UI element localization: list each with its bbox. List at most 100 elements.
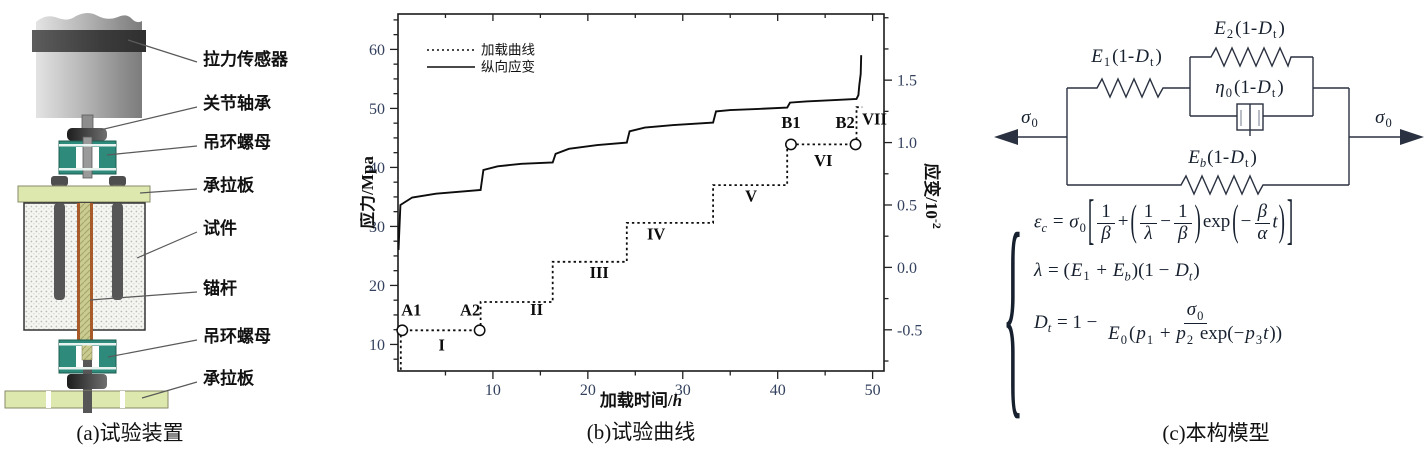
marker-A2 [473,324,486,337]
equation-lambda: λ = (E1 + Eb)(1 − Dt) [1034,260,1418,284]
math-subscript: 1 [1083,269,1090,284]
math-token: E [1188,146,1200,168]
caption-a: (a)试验装置 [76,421,184,445]
math-token: β [1257,201,1268,222]
stage-label-VI: VI [814,151,832,170]
equation-damage: Dt = 1 − σ0 E0 (p1 + p2 exp(−p3t)) [1034,300,1418,347]
tick-label: 20 [580,382,596,399]
component-label: 吊环螺母 [203,133,271,152]
math-token: E [1108,323,1120,345]
stage-label-VII: VII [862,109,887,128]
tick-label: -0.5 [897,322,922,339]
math-token: p [1245,323,1255,345]
math-token: ) [1278,17,1285,39]
math-token: α [1257,222,1268,244]
math-token: 1 [1101,201,1111,222]
math-token: ( [1130,197,1137,247]
math-subscript: t [1272,27,1277,42]
sensor-cylinder [36,13,142,118]
plot-frame [397,13,885,372]
math-fraction: σ0 E0 (p1 + p2 exp(−p3t)) [1105,300,1286,347]
marker-B2 [849,138,862,151]
math-token: η [1215,76,1225,98]
spring-eb [1175,174,1270,196]
math-subscript: 0 [1031,116,1038,131]
math-subscript: 0 [1079,220,1086,235]
legend-label: 纵向应变 [481,59,535,75]
math-token: exp [1202,211,1231,233]
component-label: 吊环螺母 [203,327,271,346]
math-subscript: 0 [1197,308,1204,323]
spring-e1 [1090,77,1170,99]
math-token: (1- [1235,17,1258,39]
math-token: + [1091,260,1112,282]
math-token: )(1 − [1131,260,1175,282]
math-token: + [1117,211,1129,233]
math-subscript: c [1041,220,1048,235]
stage-label-III: III [590,263,609,282]
equation-creep-strain: εc = σ0[1 β +(1 λ −1 β) exp(− β α t)] [1034,191,1418,252]
tick-label: 50 [865,382,881,399]
math-token: D [1257,76,1271,98]
math-token: t [1272,211,1278,233]
joint-bearing [67,128,107,141]
leader-lines [89,39,198,399]
math-token: 1 [1178,201,1188,222]
math-token: ) [1250,146,1257,168]
math-token: σ [1069,211,1079,233]
math-token: E [1070,260,1083,282]
apparatus-drawing [4,13,198,413]
tick-label: 40 [770,382,786,399]
label-spring-e2: E2 (1-Dt) [1214,18,1286,42]
math-subscript: 0 [1120,332,1128,347]
axis-tick-labels: 10 20 30 40 50 10 20 30 40 50 60 -0.5 0.0 0.5 1.0 1.5 [369,42,922,399]
math-token: )) [1269,323,1283,345]
right-axis-title: 应变/10-2 [922,163,944,229]
caption-c: (c)本构模型 [1162,421,1270,445]
tick-label: 0.5 [897,197,917,214]
math-token: D [1175,260,1189,282]
math-token: + [1155,323,1176,345]
math-token: exp(− [1195,323,1245,345]
tick-label: 60 [369,42,385,59]
stage-label-IV: IV [647,224,665,243]
series-纵向应变 [397,55,863,250]
math-token: ) [1277,76,1284,98]
model-circuit [994,46,1424,196]
math-token: − [1240,211,1252,233]
caption-b: (b)试验曲线 [586,420,696,444]
math-token: ε [1034,211,1042,233]
math-token: D [1135,45,1149,67]
right-arrow-head [1400,129,1424,145]
math-subscript: 0 [1385,116,1392,131]
stage-label-A2: A2 [460,301,480,320]
math-subscript: t [1188,269,1193,284]
math-token: E [1112,260,1125,282]
label-spring-eb: Eb(1-Dt) [1188,147,1258,171]
label-spring-e1: E1 (1-Dt) [1091,46,1163,70]
x-axis-title: 加载时间/h [599,390,682,410]
component-label: 关节轴承 [203,94,271,113]
sigma0-left-label: σ0 [1021,107,1039,131]
math-token: E [1214,17,1226,39]
math-subscript: 1 [1146,332,1154,347]
math-token: σ [1021,106,1031,128]
equation-block: { εc = σ0[1 β +(1 λ −1 β) exp(− β α t)] λ = (E1 +… [1003,191,1418,425]
axis-ticks [390,14,892,379]
tick-label: 10 [485,382,501,399]
math-token: p [1176,323,1186,345]
panel-model: σ0 σ0 E1 (1-Dt) E2 (1-Dt) η0 (1-Dt) Eb(1-Dt) {… [950,0,1424,452]
math-subscript: t [1271,86,1276,101]
math-token: (1- [1112,45,1135,67]
panel-apparatus: 拉力传感器 关节轴承 吊环螺母 承拉板 试件 锚杆 吊环螺母 承拉板 (a)试验装置 [0,0,360,452]
math-token: ] [1286,191,1294,253]
math-subscript: t [1047,321,1052,336]
math-subscript: 0 [1225,86,1232,101]
stage-label-I: I [438,335,444,354]
math-subscript: 1 [1103,55,1111,70]
